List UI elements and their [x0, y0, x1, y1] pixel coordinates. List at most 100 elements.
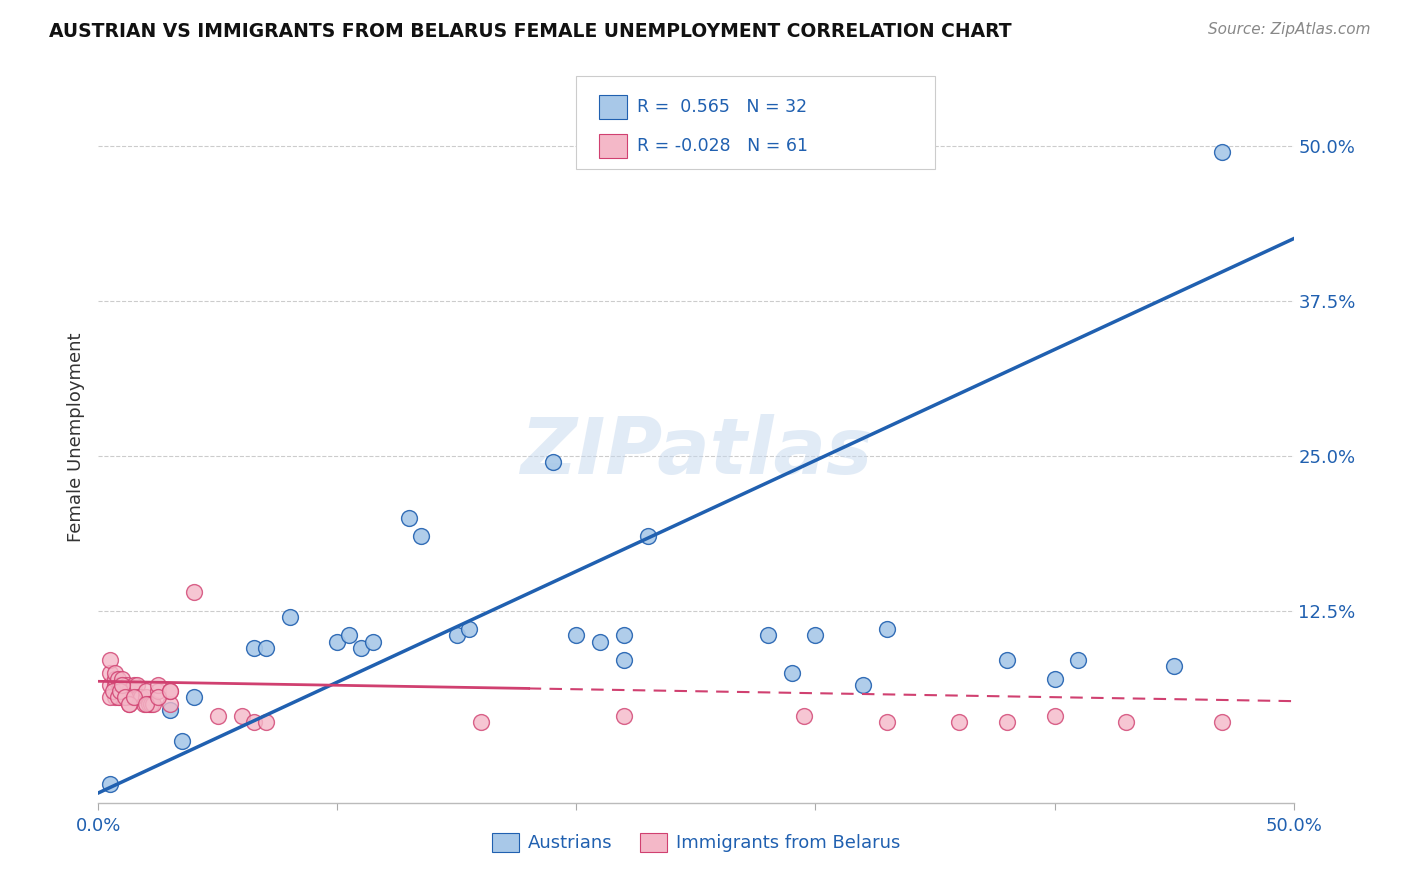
Point: [135, 684, 157, 698]
Point: [876, 715, 898, 730]
Point: [148, 690, 170, 705]
Point: [350, 640, 373, 655]
Point: [124, 678, 146, 692]
Point: [159, 684, 181, 698]
Point: [207, 709, 229, 723]
Text: ZIPatlas: ZIPatlas: [520, 414, 872, 490]
Point: [326, 634, 349, 648]
Point: [118, 697, 141, 711]
Point: [589, 634, 612, 648]
Point: [613, 709, 636, 723]
Point: [363, 634, 385, 648]
Point: [139, 697, 162, 711]
Point: [565, 628, 588, 642]
Point: [183, 690, 205, 705]
Point: [131, 690, 153, 705]
Point: [98, 678, 122, 692]
Point: [121, 690, 143, 705]
Point: [1043, 709, 1066, 723]
Point: [104, 690, 127, 705]
Point: [541, 455, 564, 469]
Point: [1067, 653, 1090, 667]
Point: [114, 690, 136, 705]
Point: [1211, 145, 1233, 159]
Point: [111, 678, 134, 692]
Point: [613, 628, 636, 642]
Point: [756, 628, 779, 642]
Point: [98, 777, 122, 791]
Point: [995, 653, 1018, 667]
Legend: Austrians, Immigrants from Belarus: Austrians, Immigrants from Belarus: [485, 826, 907, 860]
Point: [148, 678, 170, 692]
Point: [709, 145, 731, 159]
Point: [132, 697, 155, 711]
Point: [852, 678, 875, 692]
Point: [948, 715, 970, 730]
Point: [243, 715, 266, 730]
Point: [159, 697, 181, 711]
Point: [111, 672, 134, 686]
Point: [111, 690, 134, 705]
Point: [1163, 659, 1185, 673]
Point: [104, 672, 127, 686]
Point: [446, 628, 468, 642]
Point: [128, 690, 150, 705]
Point: [118, 697, 141, 711]
Point: [118, 684, 141, 698]
Point: [125, 678, 148, 692]
Point: [115, 690, 138, 705]
Point: [107, 690, 129, 705]
Text: R = -0.028   N = 61: R = -0.028 N = 61: [637, 137, 808, 155]
Point: [115, 678, 138, 692]
Point: [108, 690, 131, 705]
Point: [107, 684, 129, 698]
Text: R =  0.565   N = 32: R = 0.565 N = 32: [637, 98, 807, 116]
Point: [108, 678, 131, 692]
Point: [138, 697, 160, 711]
Point: [124, 690, 146, 705]
Point: [458, 622, 481, 636]
Point: [780, 665, 803, 680]
Point: [125, 690, 148, 705]
Point: [101, 684, 124, 698]
Point: [135, 690, 157, 705]
Text: AUSTRIAN VS IMMIGRANTS FROM BELARUS FEMALE UNEMPLOYMENT CORRELATION CHART: AUSTRIAN VS IMMIGRANTS FROM BELARUS FEMA…: [49, 22, 1012, 41]
Point: [148, 684, 170, 698]
Point: [108, 684, 131, 698]
Point: [876, 622, 898, 636]
Point: [637, 529, 659, 543]
Point: [1115, 715, 1137, 730]
Point: [107, 672, 129, 686]
Point: [793, 709, 815, 723]
Point: [339, 628, 361, 642]
Point: [995, 715, 1018, 730]
Point: [254, 640, 277, 655]
Point: [111, 684, 134, 698]
Point: [172, 734, 194, 748]
Point: [159, 684, 181, 698]
Point: [804, 628, 827, 642]
Point: [243, 640, 266, 655]
Point: [98, 653, 122, 667]
Point: [124, 690, 146, 705]
Point: [254, 715, 277, 730]
Point: [398, 510, 420, 524]
Point: [411, 529, 433, 543]
Point: [1211, 715, 1233, 730]
Point: [470, 715, 492, 730]
Point: [183, 585, 205, 599]
Point: [98, 690, 122, 705]
Y-axis label: Female Unemployment: Female Unemployment: [66, 333, 84, 541]
Point: [98, 665, 122, 680]
Point: [159, 703, 181, 717]
Point: [278, 610, 301, 624]
Point: [613, 653, 636, 667]
Point: [142, 697, 165, 711]
Point: [104, 665, 127, 680]
Text: Source: ZipAtlas.com: Source: ZipAtlas.com: [1208, 22, 1371, 37]
Point: [124, 684, 146, 698]
Point: [1043, 672, 1066, 686]
Point: [104, 678, 127, 692]
Point: [135, 697, 157, 711]
Point: [231, 709, 253, 723]
